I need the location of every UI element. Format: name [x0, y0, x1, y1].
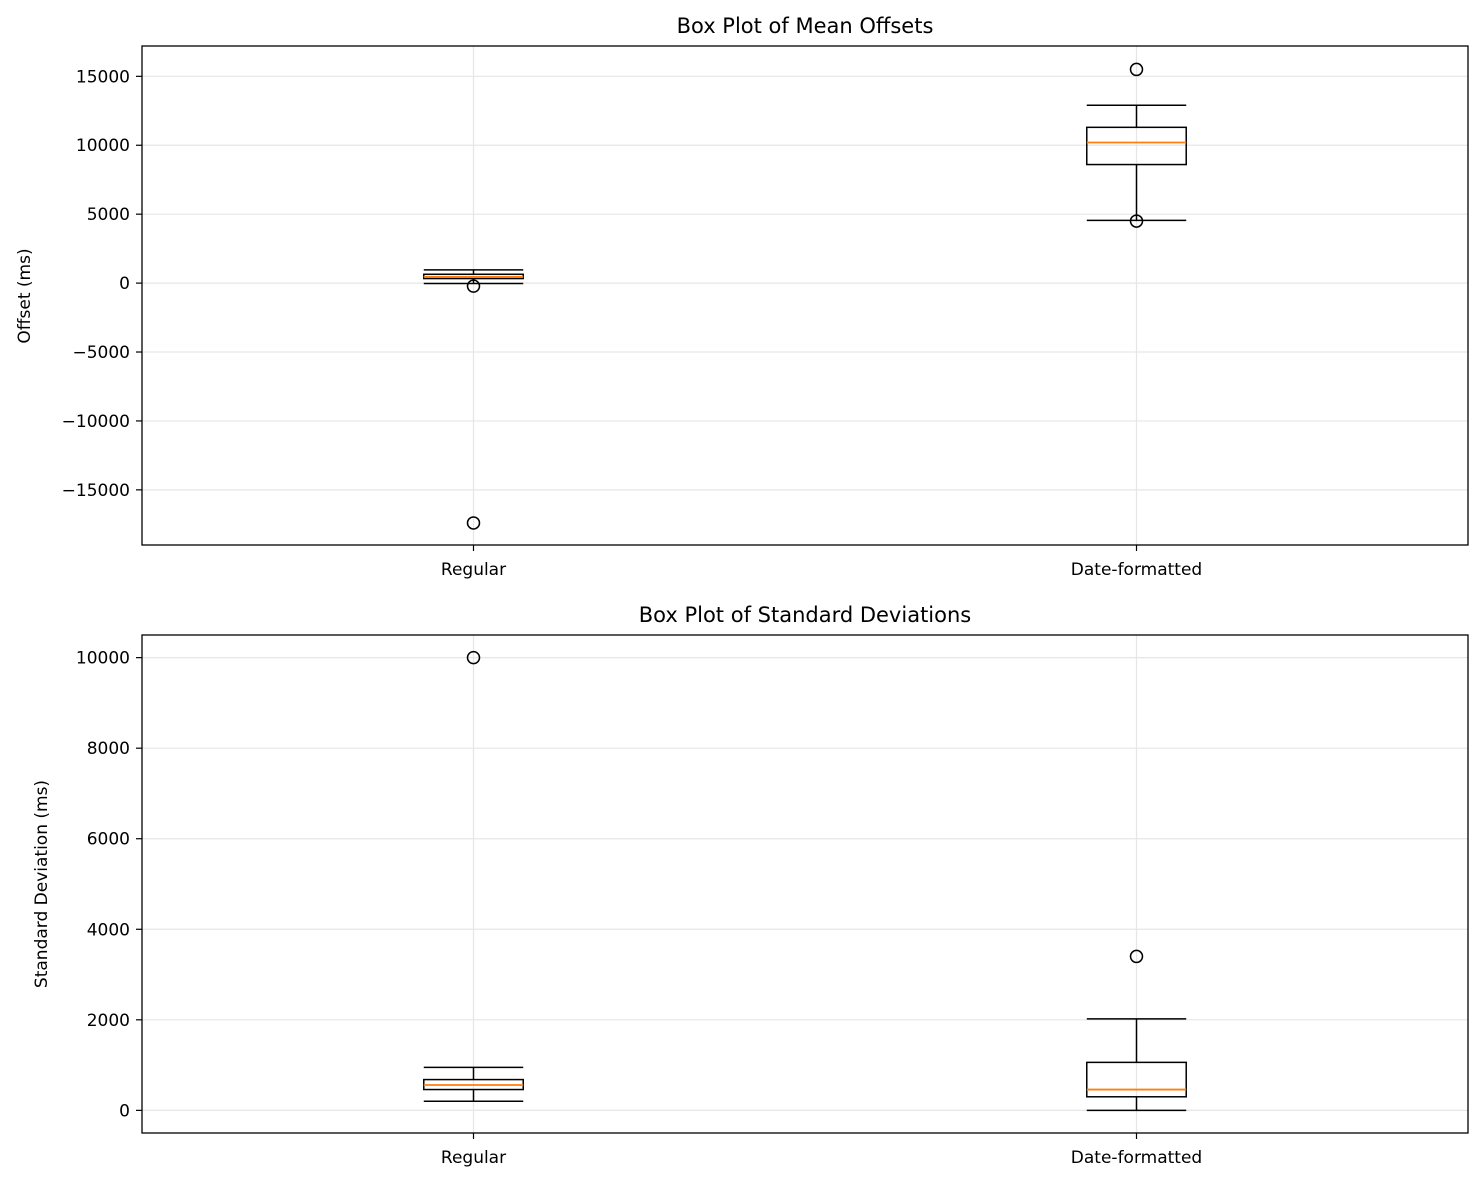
grid [142, 635, 1468, 1133]
outlier-point [1129, 62, 1144, 77]
y-tick-label: 10000 [76, 649, 130, 669]
outlier-point [466, 650, 481, 665]
outlier-point [1129, 214, 1144, 228]
box-regular [423, 269, 524, 530]
y-tick-label: −15000 [62, 481, 130, 501]
x-axis-ticks: Regular Date-formatted [441, 1133, 1202, 1168]
outlier-point [1129, 949, 1144, 964]
plot-frame [141, 45, 1469, 546]
y-tick-label: 8000 [87, 739, 130, 759]
x-tick-label: Date-formatted [1071, 1148, 1202, 1168]
y-tick-label: 0 [119, 1101, 130, 1121]
box-regular [423, 650, 524, 1103]
y-tick-label: 2000 [87, 1011, 130, 1031]
y-axis-label: Standard Deviation (ms) [32, 780, 52, 988]
y-tick-label: 6000 [87, 830, 130, 850]
x-tick-label: Regular [441, 560, 506, 580]
y-axis-ticks: 10000 8000 6000 4000 2000 0 [76, 649, 142, 1121]
box-date-formatted [1086, 62, 1187, 228]
boxes [423, 62, 1187, 530]
mean-offsets-chart: Box Plot of Mean Offsets Offset (ms) 150… [15, 14, 1469, 580]
chart-title: Box Plot of Mean Offsets [677, 14, 934, 38]
box-date-formatted [1086, 949, 1187, 1112]
y-tick-label: 15000 [76, 67, 130, 87]
box-iqr [1086, 1061, 1187, 1098]
x-tick-label: Date-formatted [1071, 560, 1202, 580]
y-axis-label: Offset (ms) [15, 248, 35, 343]
y-tick-label: −5000 [72, 343, 130, 363]
y-axis-ticks: 15000 10000 5000 0 −5000 −10000 −15000 [62, 67, 142, 501]
x-axis-ticks: Regular Date-formatted [441, 545, 1202, 580]
y-tick-label: 5000 [87, 205, 130, 225]
grid [142, 46, 1468, 545]
y-tick-label: −10000 [62, 412, 130, 432]
boxes [423, 650, 1187, 1112]
standard-deviations-chart: Box Plot of Standard Deviations Standard… [32, 603, 1469, 1168]
y-tick-label: 4000 [87, 920, 130, 940]
chart-title: Box Plot of Standard Deviations [639, 603, 971, 627]
box-iqr [1086, 126, 1187, 166]
y-tick-label: 10000 [76, 136, 130, 156]
outlier-point [466, 516, 481, 530]
x-tick-label: Regular [441, 1148, 506, 1168]
plot-frame [141, 634, 1469, 1134]
outlier-point [466, 279, 481, 293]
y-tick-label: 0 [119, 274, 130, 294]
